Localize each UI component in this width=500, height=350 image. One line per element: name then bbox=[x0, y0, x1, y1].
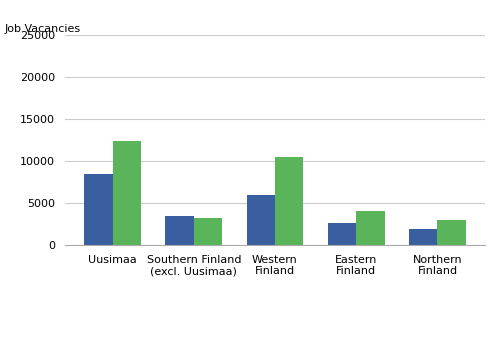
Bar bbox=[356, 211, 384, 245]
Bar bbox=[112, 141, 141, 245]
Text: Job Vacancies: Job Vacancies bbox=[5, 25, 81, 35]
Bar bbox=[246, 195, 275, 245]
Bar bbox=[84, 174, 112, 245]
Bar bbox=[166, 216, 194, 245]
Bar bbox=[328, 223, 356, 245]
Bar bbox=[275, 157, 304, 245]
Bar bbox=[409, 229, 438, 245]
Bar bbox=[194, 218, 222, 245]
Bar bbox=[438, 220, 466, 245]
